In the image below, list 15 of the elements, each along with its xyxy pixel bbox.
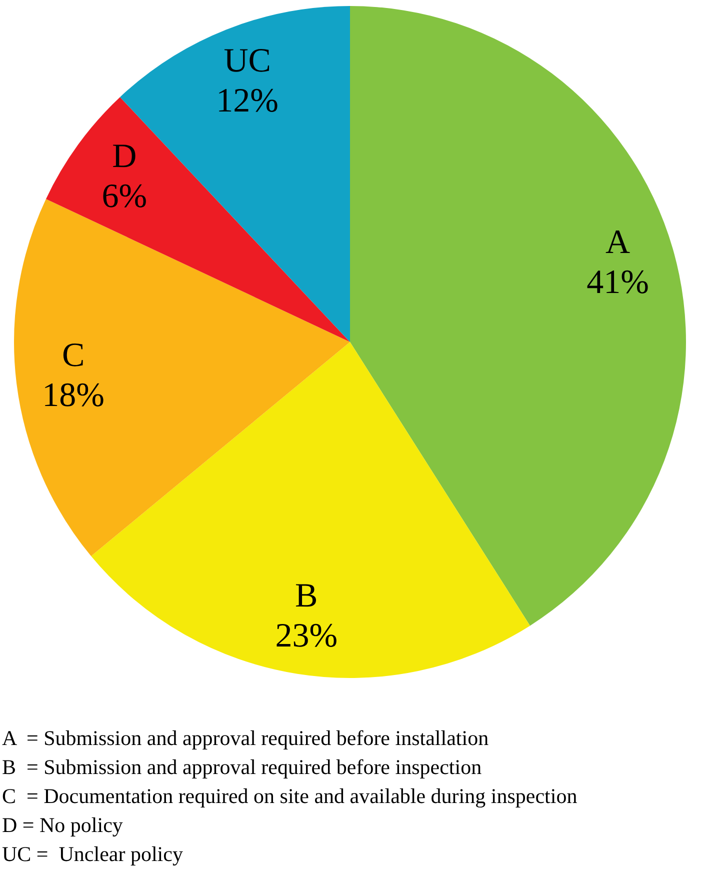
slice-label: UC — [224, 42, 271, 80]
slice-label: A — [606, 224, 631, 262]
data-label: 23% — [275, 617, 338, 654]
text: UC = Unclear policy — [2, 841, 184, 868]
text: A = Submission and approval required before installation — [2, 725, 490, 752]
text: D = No policy — [2, 812, 124, 839]
slice-label: C — [62, 336, 85, 374]
text: C = Documentation required on site and available during inspection — [2, 783, 578, 810]
slice-label: D — [112, 138, 137, 175]
data-label: 18% — [42, 376, 104, 414]
text: B = Submission and approval required before inspection — [2, 754, 483, 781]
data-label: 12% — [216, 82, 278, 120]
data-label: 6% — [102, 178, 148, 215]
slice-label: B — [295, 577, 318, 614]
data-label: 41% — [586, 264, 649, 302]
